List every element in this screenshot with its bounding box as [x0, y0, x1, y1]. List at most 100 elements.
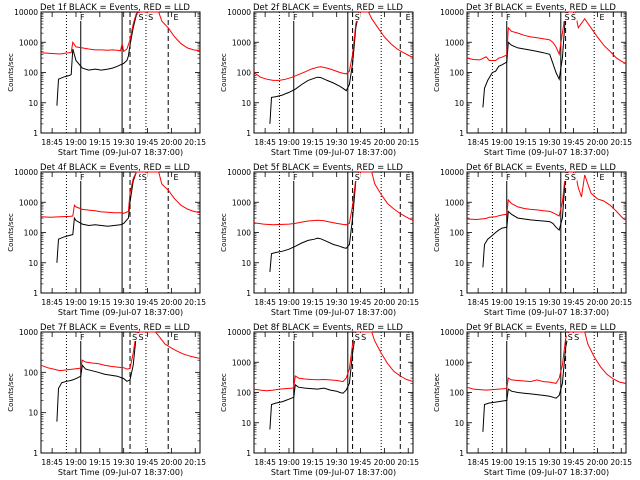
x-tick-label: 19:45 — [137, 458, 159, 467]
x-tick-label: 20:00 — [161, 138, 183, 147]
x-tick-label: 19:30 — [326, 458, 348, 467]
events-series-line — [482, 331, 585, 432]
marker-label-bg — [504, 173, 512, 181]
marker-label-bg — [147, 13, 155, 21]
marker-label: F — [293, 13, 298, 22]
marker-label: F — [293, 333, 298, 342]
y-axis-label: Counts/sec — [220, 53, 228, 92]
y-tick-label: 10000 — [440, 168, 464, 177]
marker-label: S — [571, 13, 576, 22]
marker-label: S — [355, 173, 360, 182]
x-tick-label: 19:30 — [113, 458, 135, 467]
marker-label-bg — [78, 13, 86, 21]
x-axis-label: Start Time (09-Jul-07 18:37:00) — [271, 468, 396, 477]
marker-label-bg — [569, 13, 577, 21]
y-tick-label: 100 — [24, 368, 39, 377]
y-tick-label: 10 — [241, 99, 251, 108]
x-axis-label: Start Time (09-Jul-07 18:37:00) — [484, 468, 609, 477]
plot-frame — [253, 331, 414, 454]
y-tick-label: 1 — [33, 449, 38, 458]
x-tick-label: 19:45 — [563, 138, 585, 147]
y-tick-label: 1000 — [19, 198, 38, 207]
y-tick-label: 1 — [459, 289, 464, 298]
y-axis-label: Counts/sec — [433, 53, 441, 92]
y-tick-label: 1 — [33, 129, 38, 138]
y-tick-label: 1000 — [445, 198, 464, 207]
x-axis-label: Start Time (09-Jul-07 18:37:00) — [484, 148, 609, 157]
x-tick-label: 20:15 — [397, 298, 419, 307]
y-tick-label: 100 — [24, 69, 39, 78]
marker-label-bg — [78, 333, 86, 341]
chart-panel-4: Det 4f BLACK = Events, RED = LLD 1 10 100 10… — [7, 163, 206, 317]
marker-label-bg — [137, 333, 145, 341]
chart-title: Det 5f BLACK = Events, RED = LLD — [253, 163, 403, 173]
plot-frame — [40, 11, 201, 134]
marker-label-bg — [569, 173, 577, 181]
x-tick-label: 19:15 — [89, 458, 111, 467]
y-tick-label: 100 — [237, 229, 252, 238]
marker-label-bg — [172, 173, 180, 181]
chart-title: Det 2f BLACK = Events, RED = LLD — [253, 3, 403, 13]
marker-label: F — [80, 173, 85, 182]
lld-series-line — [466, 331, 627, 391]
marker-label-bg — [140, 173, 148, 181]
marker-label-bg — [78, 173, 86, 181]
y-axis-label: Counts/sec — [7, 213, 15, 252]
marker-label-bg — [563, 173, 571, 181]
x-tick-label: 20:00 — [161, 298, 183, 307]
chart-panel-7: Det 7f BLACK = Events, RED = LLD 1 10 100 10… — [7, 323, 206, 477]
marker-label: E — [174, 333, 179, 342]
lld-series-line — [253, 171, 414, 226]
y-tick-label: 10000 — [227, 8, 251, 17]
x-tick-label: 19:45 — [137, 298, 159, 307]
x-tick-label: 20:15 — [397, 458, 419, 467]
x-tick-label: 20:00 — [587, 298, 609, 307]
y-tick-label: 10000 — [227, 168, 251, 177]
marker-label-bg — [291, 13, 299, 21]
x-tick-label: 19:00 — [65, 298, 87, 307]
x-tick-label: 18:45 — [41, 298, 63, 307]
x-tick-label: 19:00 — [491, 138, 513, 147]
y-tick-label: 10 — [28, 259, 38, 268]
x-tick-label: 19:45 — [350, 138, 372, 147]
x-tick-label: 19:15 — [89, 298, 111, 307]
x-tick-label: 20:15 — [610, 298, 632, 307]
lld-series-line — [466, 11, 627, 64]
y-tick-label: 1000 — [445, 358, 464, 367]
marker-label-bg — [404, 333, 412, 341]
x-tick-label: 20:15 — [184, 458, 206, 467]
marker-label: E — [600, 13, 605, 22]
x-tick-label: 18:45 — [41, 458, 63, 467]
x-tick-label: 19:45 — [137, 138, 159, 147]
marker-label-bg — [598, 173, 606, 181]
events-series-line — [56, 11, 159, 106]
x-tick-label: 19:15 — [515, 458, 537, 467]
chart-panel-9: Det 9f BLACK = Events, RED = LLD 1 10 100 10… — [433, 323, 632, 477]
y-axis-label: Counts/sec — [220, 373, 228, 412]
y-tick-label: 10000 — [14, 8, 38, 17]
x-tick-label: 19:00 — [65, 138, 87, 147]
x-tick-label: 19:45 — [350, 298, 372, 307]
marker-label: E — [406, 13, 411, 22]
marker-label: S — [565, 173, 570, 182]
marker-label: F — [293, 173, 298, 182]
chart-panel-1: Det 1f BLACK = Events, RED = LLD 1 10 100 10… — [7, 3, 206, 157]
y-tick-label: 10 — [241, 419, 251, 428]
plot-frame — [466, 171, 627, 294]
plot-frame — [40, 331, 201, 454]
x-tick-label: 19:00 — [491, 458, 513, 467]
chart-title: Det 8f BLACK = Events, RED = LLD — [253, 323, 403, 333]
marker-label: E — [600, 173, 605, 182]
x-tick-label: 19:15 — [302, 138, 324, 147]
lld-series-line — [40, 331, 201, 372]
lld-series-line — [253, 11, 414, 81]
x-tick-label: 18:45 — [467, 458, 489, 467]
lld-series-line — [253, 331, 414, 392]
y-tick-label: 10 — [454, 99, 464, 108]
x-tick-label: 20:15 — [184, 298, 206, 307]
marker-label-bg — [573, 333, 581, 341]
events-series-line — [482, 11, 582, 108]
x-tick-label: 19:45 — [350, 458, 372, 467]
chart-title: Det 6f BLACK = Events, RED = LLD — [466, 163, 616, 173]
marker-label: S — [132, 333, 137, 342]
